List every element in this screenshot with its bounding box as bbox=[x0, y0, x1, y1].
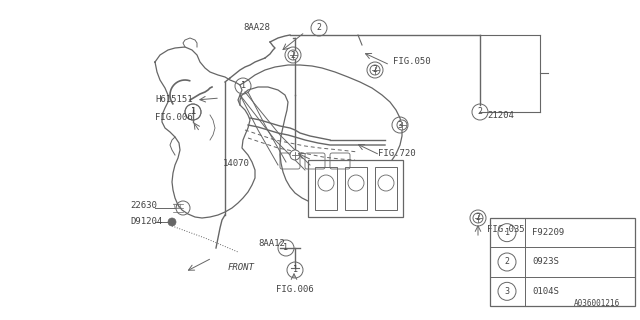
Text: 1: 1 bbox=[284, 244, 289, 252]
Bar bbox=[308, 160, 403, 217]
Text: A036001216: A036001216 bbox=[573, 299, 620, 308]
Bar bbox=[315, 167, 337, 210]
Text: 1: 1 bbox=[191, 108, 195, 116]
Text: 3: 3 bbox=[397, 121, 403, 130]
Text: F92209: F92209 bbox=[532, 228, 564, 237]
Text: 0923S: 0923S bbox=[532, 258, 559, 267]
Text: 0104S: 0104S bbox=[532, 287, 559, 296]
Text: 2: 2 bbox=[476, 213, 481, 222]
Text: 14070: 14070 bbox=[223, 159, 250, 169]
Circle shape bbox=[288, 50, 298, 60]
Bar bbox=[345, 167, 367, 210]
Text: 1: 1 bbox=[292, 266, 298, 275]
Text: FIG.050: FIG.050 bbox=[393, 58, 431, 67]
Text: 1: 1 bbox=[504, 228, 509, 237]
Text: 3: 3 bbox=[504, 287, 509, 296]
Text: FIG.006: FIG.006 bbox=[276, 285, 314, 294]
Text: 1: 1 bbox=[191, 108, 195, 116]
Text: FIG.720: FIG.720 bbox=[378, 149, 415, 158]
Text: 22630: 22630 bbox=[130, 201, 157, 210]
Text: FIG.006: FIG.006 bbox=[155, 114, 193, 123]
Text: FRONT: FRONT bbox=[228, 263, 255, 273]
Text: 21204: 21204 bbox=[487, 110, 514, 119]
Text: 2: 2 bbox=[477, 108, 483, 116]
Text: 2: 2 bbox=[372, 66, 378, 75]
Circle shape bbox=[397, 120, 407, 130]
Bar bbox=[490, 218, 635, 306]
Text: FIG.035: FIG.035 bbox=[487, 226, 525, 235]
Text: 8AA28: 8AA28 bbox=[243, 23, 270, 33]
Text: 2: 2 bbox=[291, 51, 296, 60]
Circle shape bbox=[473, 213, 483, 223]
Text: 2: 2 bbox=[504, 258, 509, 267]
Bar bbox=[375, 167, 397, 210]
Text: 8AA12: 8AA12 bbox=[258, 239, 285, 249]
Circle shape bbox=[370, 65, 380, 75]
Circle shape bbox=[168, 218, 176, 226]
Text: 1: 1 bbox=[241, 82, 246, 91]
Text: D91204: D91204 bbox=[130, 217, 163, 226]
Text: H615151: H615151 bbox=[155, 94, 193, 103]
Circle shape bbox=[290, 150, 300, 160]
Text: 2: 2 bbox=[317, 23, 321, 33]
